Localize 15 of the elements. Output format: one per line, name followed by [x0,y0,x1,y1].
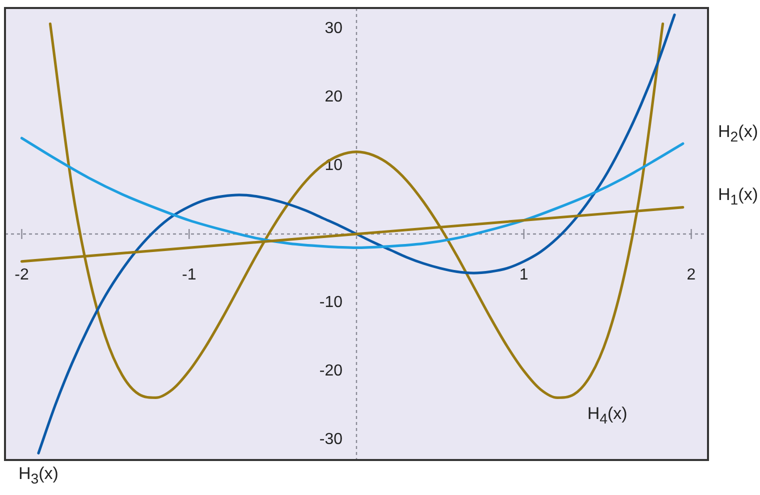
text: H$_{2}$(x) [718,122,758,147]
y-tick-label: 20 [324,88,343,106]
line-series [37,14,676,454]
x-tick-label: 2 [686,266,696,284]
x-tick-label: 1 [519,266,528,284]
text: H$_{1}$(x) [718,185,758,211]
line-series [20,136,684,249]
y-tick-label: 30 [324,20,343,37]
y-tick-label: -20 [319,362,343,380]
series-label: H$_{3}$(x) [18,464,58,490]
x-tick-label: -2 [14,266,29,284]
x-tick-label: -1 [182,266,196,284]
series-label: H$_{4}$(x) [587,404,628,430]
y-tick-label: -30 [319,430,343,448]
y-tick-label: -10 [319,294,343,311]
